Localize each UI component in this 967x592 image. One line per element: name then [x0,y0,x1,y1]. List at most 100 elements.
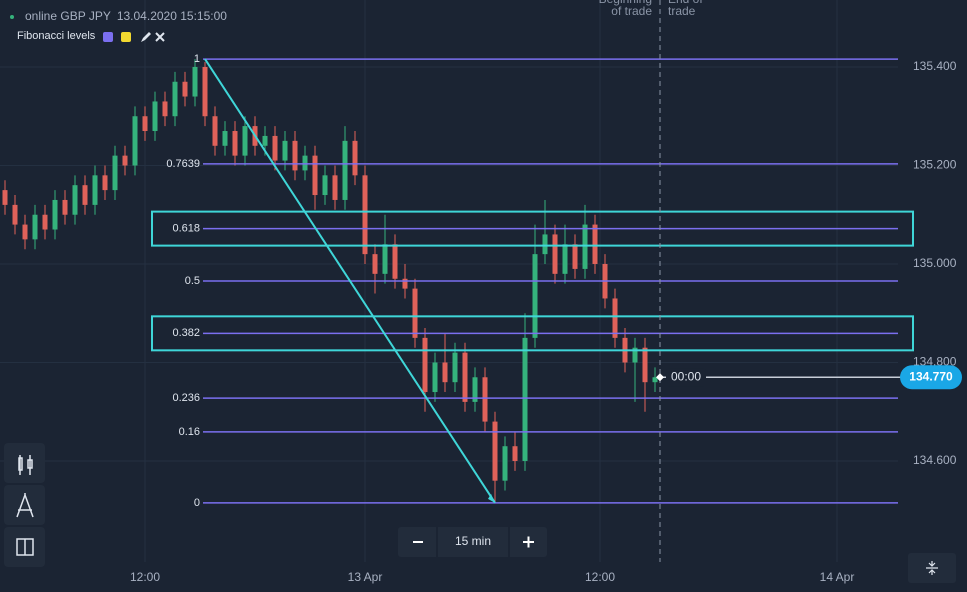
candle-body [72,185,78,215]
status-dot [10,15,14,19]
timer-bg [666,368,706,387]
candle-body [162,101,168,117]
trend-arrow [488,493,495,503]
candle-body [102,175,108,191]
candle-body [452,352,458,383]
edit-icon[interactable] [141,32,151,42]
candle-body [482,377,488,422]
price-badge-label: 134.770 [909,369,953,383]
close-icon[interactable] [155,32,165,42]
indicator-swatch[interactable] [103,32,113,42]
candle-body [172,81,178,117]
candle-body [352,140,358,176]
candle-body [562,244,568,274]
fib-label: 0.7639 [166,158,200,170]
candle-body [82,185,88,205]
instrument-name: online GBP JPY [25,9,111,23]
candle-body [152,101,158,132]
fib-label: 0.5 [185,275,200,287]
candle-body [512,446,518,461]
trade-label: trade [668,4,696,18]
candle-body [32,214,38,240]
candle-body [182,81,188,97]
candle-body [202,66,208,117]
y-tick-label: 134.800 [913,355,957,369]
candle-body [592,224,598,264]
fib-label: 1 [194,53,200,65]
candle-body [22,224,28,240]
fib-label: 0.16 [179,426,200,438]
candle-body [422,337,428,393]
candle-body [372,254,378,274]
candle-body [332,175,338,200]
zoom-in[interactable] [523,536,534,548]
fib-highlight [151,210,914,247]
candles-icon [18,455,33,475]
candle-body [642,347,648,383]
trade-label: End of [668,0,703,6]
indicator-name: Fibonacci levels [17,30,96,42]
timeframe: 15 min [455,534,491,548]
candle-body [432,362,438,393]
candle-body [212,116,218,146]
candle-body [52,199,58,230]
trade-label: Beginning [599,0,652,6]
x-tick-label: 13 Apr [348,570,383,584]
candle-body [582,224,588,269]
candle-body [572,244,578,269]
x-tick-label: 12:00 [585,570,615,584]
candle-body [382,244,388,274]
candle-body [472,377,478,402]
candle-body [222,131,228,146]
candle-body [2,190,8,205]
candle-body [272,135,278,161]
layout-icon [16,538,34,556]
candle-body [242,126,248,156]
candle-body [292,140,298,171]
candle-body [122,155,128,166]
tool-button[interactable] [4,443,45,483]
candle-body [62,199,68,215]
candle-body [142,116,148,132]
candle-body [322,175,328,196]
candle-body [542,234,548,255]
draw-icon [16,493,34,518]
candle-body [402,278,408,289]
candle-body [392,244,398,279]
candle-body [42,214,48,230]
candle-body [112,155,118,191]
y-tick-label: 135.400 [913,59,957,73]
candle-body [652,377,658,383]
candle-body [532,254,538,338]
fib-highlight [151,315,914,352]
fib-label: 0.236 [172,392,200,404]
candle-body [552,234,558,274]
fib-label: 0.382 [172,327,200,339]
candle-body [362,175,368,255]
y-tick-label: 135.200 [913,158,957,172]
candle-body [92,175,98,205]
trade-label: of trade [611,4,652,18]
header-datetime: 13.04.2020 15:15:00 [117,9,227,23]
trend-line [204,58,496,504]
candle-body [442,362,448,383]
indicator-swatch[interactable] [121,32,131,42]
y-tick-label: 134.600 [913,453,957,467]
y-tick-label: 135.000 [913,256,957,270]
candle-body [342,140,348,200]
candle-body [412,288,418,338]
price-badge [900,365,962,390]
fit-icon [926,561,938,575]
tool-button[interactable] [4,485,45,525]
candle-body [232,131,238,156]
fib-label: 0 [194,497,200,509]
candle-body [262,135,268,146]
candle-body [132,116,138,166]
timer: 00:00 [671,369,701,383]
candle-body [302,155,308,171]
candle-body [282,140,288,161]
x-tick-label: 14 Apr [820,570,855,584]
